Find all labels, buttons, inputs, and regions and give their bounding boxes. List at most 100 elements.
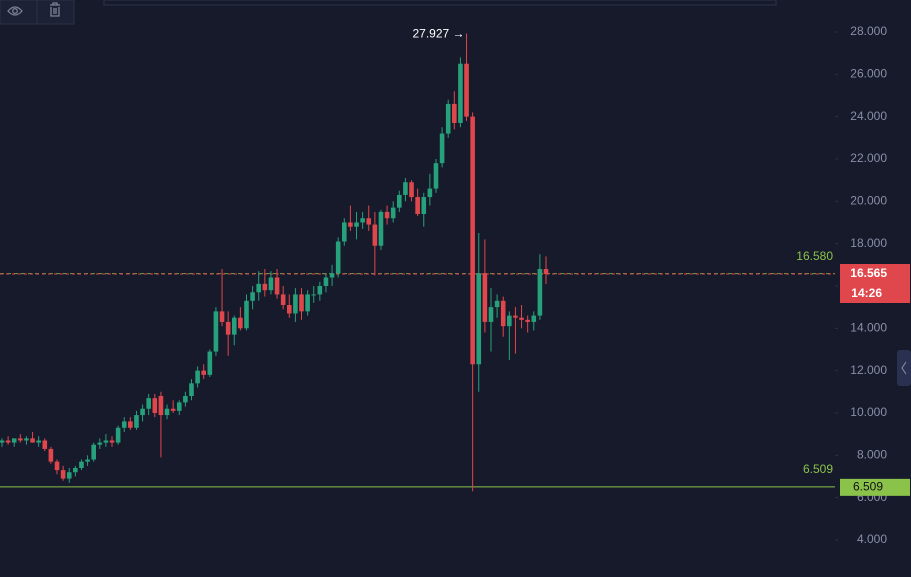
candle-body bbox=[397, 194, 402, 208]
candle-body bbox=[115, 427, 121, 443]
price-line-box bbox=[840, 478, 910, 496]
candle-body bbox=[54, 461, 60, 471]
candle-body bbox=[109, 440, 115, 443]
y-tick-label: 4.000 bbox=[857, 532, 887, 546]
candle-body bbox=[427, 188, 433, 198]
last-price-label: 16.565 bbox=[850, 266, 887, 280]
candle-body bbox=[11, 438, 17, 443]
candle-body bbox=[256, 283, 262, 293]
candle-body bbox=[311, 294, 317, 296]
y-tick-label: 18.000 bbox=[850, 236, 887, 250]
axis-handle[interactable] bbox=[897, 350, 911, 386]
candle-body bbox=[329, 273, 335, 278]
candle-body bbox=[280, 294, 286, 306]
y-tick-label: 14.000 bbox=[850, 320, 887, 334]
candle-body bbox=[213, 311, 219, 352]
candle-body bbox=[134, 415, 139, 428]
candle-body bbox=[91, 444, 96, 460]
candle-body bbox=[476, 273, 482, 365]
candle-body bbox=[79, 461, 84, 468]
candle-body bbox=[543, 269, 549, 275]
candle-body bbox=[231, 317, 237, 335]
y-tick-label: 24.000 bbox=[850, 109, 887, 123]
price-line-box-label: 6.509 bbox=[853, 480, 883, 494]
candle-body bbox=[323, 277, 329, 286]
candle-body bbox=[60, 470, 66, 479]
candle-body bbox=[293, 294, 298, 314]
candle-body bbox=[42, 440, 48, 449]
candle-body bbox=[66, 472, 72, 479]
candle-body bbox=[262, 283, 268, 291]
candle-body bbox=[48, 448, 54, 462]
candle-body bbox=[238, 317, 243, 329]
candle-body bbox=[183, 396, 188, 403]
candle-body bbox=[152, 398, 158, 413]
candle-body bbox=[18, 438, 23, 441]
candle-body bbox=[470, 116, 475, 365]
price-line-label: 16.580 bbox=[796, 249, 833, 263]
candle-body bbox=[378, 211, 384, 246]
candle-body bbox=[433, 163, 439, 189]
candle-body bbox=[189, 383, 194, 397]
candle-body bbox=[85, 459, 90, 462]
candle-body bbox=[458, 63, 463, 123]
candle-body bbox=[354, 222, 359, 227]
candle-body bbox=[36, 440, 41, 443]
candle-body bbox=[274, 277, 280, 295]
candle-body bbox=[219, 311, 225, 322]
candle-body bbox=[5, 440, 11, 443]
candle-body bbox=[384, 211, 390, 219]
y-tick-label: 22.000 bbox=[850, 151, 887, 165]
candle-body bbox=[403, 182, 408, 195]
eye-button[interactable] bbox=[7, 6, 23, 16]
candle-body bbox=[250, 292, 255, 301]
candle-body bbox=[519, 317, 524, 320]
delete-button[interactable] bbox=[50, 2, 60, 17]
candle-body bbox=[494, 300, 500, 308]
y-tick-label: 26.000 bbox=[850, 66, 887, 80]
candle-body bbox=[482, 273, 488, 322]
candle-body bbox=[97, 442, 103, 445]
candle-body bbox=[445, 103, 451, 134]
candle-body bbox=[268, 277, 274, 291]
candle-body bbox=[500, 300, 506, 327]
candle-body bbox=[170, 408, 176, 411]
candle-body bbox=[225, 321, 231, 335]
candle-body bbox=[128, 421, 133, 428]
candle-body bbox=[531, 315, 537, 322]
candle-body bbox=[452, 103, 457, 123]
price-line-label: 6.509 bbox=[803, 462, 833, 476]
y-tick-label: 12.000 bbox=[850, 363, 887, 377]
candle-body bbox=[164, 408, 170, 416]
last-price-box bbox=[840, 264, 910, 304]
candle-body bbox=[140, 408, 145, 416]
candle-body bbox=[409, 182, 414, 198]
candle-body bbox=[439, 133, 445, 164]
candle-body bbox=[360, 218, 365, 223]
candle-body bbox=[348, 222, 353, 227]
candle-body bbox=[513, 315, 518, 318]
candle-body bbox=[366, 218, 372, 225]
candle-body bbox=[335, 241, 341, 274]
top-strip bbox=[103, 0, 777, 6]
candle-body bbox=[103, 440, 109, 443]
candle-body bbox=[341, 222, 347, 242]
toolbar bbox=[0, 0, 75, 25]
candle-body bbox=[24, 438, 29, 441]
y-tick-label: 10.000 bbox=[850, 405, 887, 419]
candle-body bbox=[317, 285, 323, 295]
candle-body bbox=[488, 307, 494, 322]
candle-body bbox=[415, 197, 420, 214]
candle-body bbox=[30, 438, 35, 443]
candle-body bbox=[158, 396, 164, 416]
high-marker-label: 27.927 → bbox=[412, 27, 464, 41]
candle-body bbox=[525, 319, 530, 322]
candle-body bbox=[201, 370, 207, 375]
candle-body bbox=[286, 305, 292, 314]
candle-body bbox=[244, 300, 249, 329]
candle-body bbox=[0, 440, 5, 443]
candle-body bbox=[195, 370, 200, 384]
candle-body bbox=[73, 467, 78, 473]
y-tick-label: 28.000 bbox=[850, 24, 887, 38]
